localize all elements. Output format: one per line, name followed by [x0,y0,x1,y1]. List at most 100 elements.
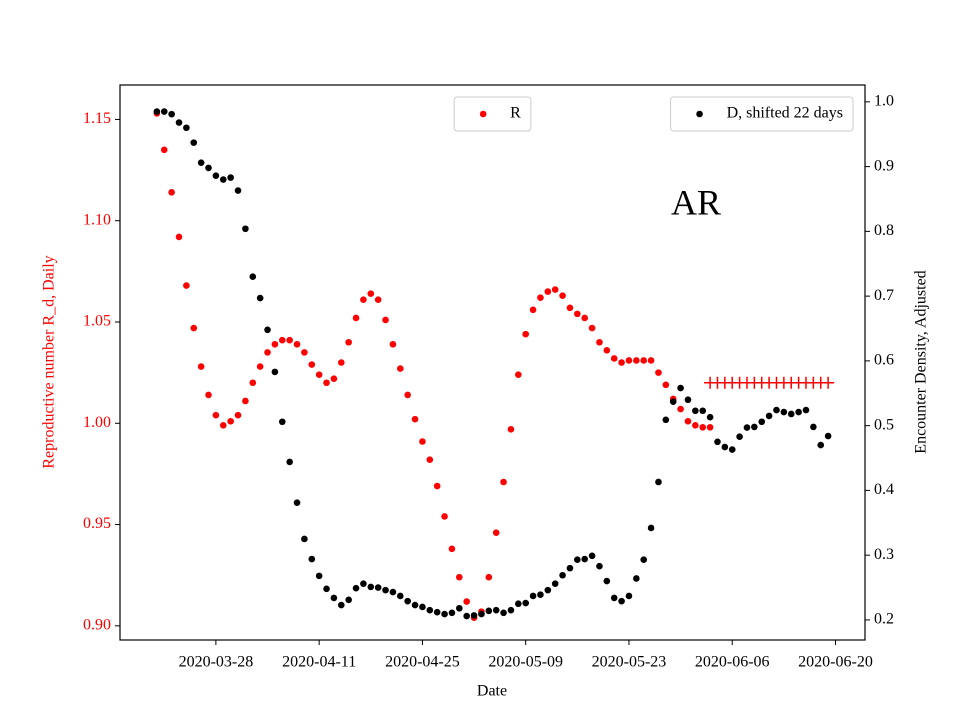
data-point [824,432,832,440]
data-point [286,336,293,344]
y2-tick-label: 0.7 [874,287,894,304]
data-point [160,108,168,115]
data-point [618,597,625,605]
plot-frame [119,84,866,641]
data-point [301,349,308,356]
y2-tick-label: 0.8 [874,222,894,239]
data-point [522,599,529,607]
data-point [662,381,670,389]
data-point [352,314,360,322]
data-point [470,612,478,619]
x-tick-label: 2020-03-28 [179,654,254,671]
y-tick-label: 0.95 [83,515,111,532]
data-point [389,340,397,348]
data-point [308,555,316,563]
data-point [822,376,835,389]
data-point [374,584,382,591]
data-point [485,573,493,581]
data-point [684,396,692,404]
data-point [677,405,684,413]
data-point [389,588,397,596]
data-point [706,424,714,431]
data-point [323,379,330,387]
y2-tick-label: 0.2 [874,611,894,628]
legend-marker [479,110,487,118]
data-point [795,408,802,416]
data-point [574,310,581,318]
data-point [271,340,279,348]
data-point [382,586,389,594]
data-point [574,556,581,563]
data-point [168,189,175,196]
data-point [256,363,264,370]
data-point [456,573,463,581]
data-point [537,591,544,598]
data-point [655,369,662,376]
data-point [802,406,810,414]
data-point [271,368,279,376]
data-point [692,407,699,415]
data-point [787,410,795,418]
data-point [234,187,242,194]
data-point [500,478,507,486]
y2-tick-label: 1.0 [874,93,894,110]
data-point [197,363,205,370]
data-point [780,408,788,416]
data-point [529,592,537,600]
data-point [441,610,448,618]
y2-tick-label: 0.4 [874,481,894,498]
data-point [212,411,220,419]
x-tick-label: 2020-06-06 [695,654,770,671]
data-point [655,478,662,486]
data-point [566,304,574,312]
legend-box [453,96,532,132]
data-point [714,438,721,446]
data-point [610,355,618,362]
x-tick-label: 2020-06-20 [798,654,873,671]
data-point [507,606,515,614]
data-point [190,324,198,332]
data-point [596,338,603,346]
data-point [411,415,419,423]
data-point [278,336,286,344]
data-point [419,438,426,445]
data-point [374,296,382,304]
data-point [478,610,485,618]
data-point [610,594,618,602]
data-point [205,391,212,399]
data-point [817,441,825,449]
y2-tick-label: 0.9 [874,157,894,174]
legend: D, shifted 22 days [670,96,854,132]
data-point [456,604,463,612]
data-point [515,600,522,608]
data-point [566,564,574,572]
data-point [293,340,301,348]
data-point [153,108,161,115]
y-tick-label: 1.05 [83,313,111,330]
data-point [633,357,640,364]
x-tick-label: 2020-04-11 [282,654,356,671]
legend-label: R [510,105,521,122]
data-point [197,159,205,167]
data-point [810,423,817,431]
data-point [596,562,603,570]
data-point [345,338,352,346]
data-point [684,417,692,425]
data-point [728,446,736,453]
data-point [618,359,625,366]
data-point [382,316,389,324]
data-point [404,597,411,605]
y-tick-label: 1.00 [83,414,111,431]
data-point [301,535,308,543]
data-point [633,575,640,582]
data-point [463,612,470,620]
data-point [330,594,338,602]
data-point [205,164,212,172]
data-point [677,384,684,392]
data-point [219,421,227,429]
data-point [278,418,286,426]
data-point [183,124,190,132]
data-point [411,601,419,609]
y2-tick-label: 0.3 [874,546,894,563]
